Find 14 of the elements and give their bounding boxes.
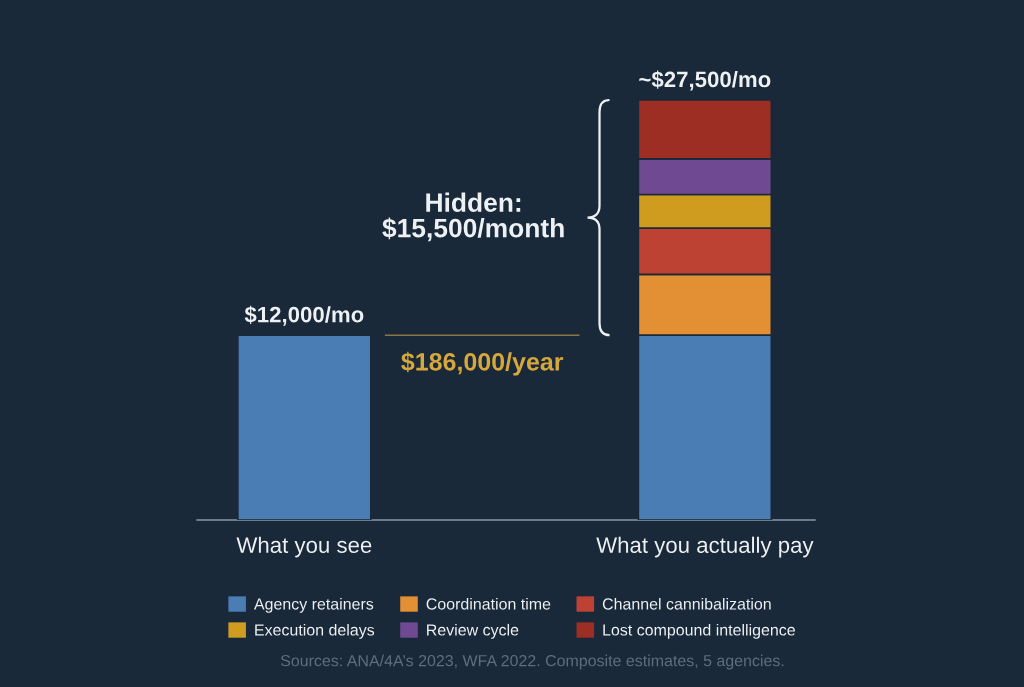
legend-label: Coordination time bbox=[426, 597, 551, 610]
legend-label: Channel cannibalization bbox=[602, 597, 771, 610]
annotation: ~$27,500/mo bbox=[639, 70, 771, 91]
x-tick-label: What you actually pay bbox=[596, 536, 814, 558]
legend-label: Execution delays bbox=[255, 623, 375, 639]
annotation: $12,000/mo bbox=[244, 305, 364, 326]
legend-label: Agency retainers bbox=[253, 597, 374, 613]
ref-line-label: $186,000/year bbox=[401, 351, 564, 376]
annotation: Hidden: $15,500/month bbox=[382, 192, 564, 242]
legend-label: Review cycle bbox=[427, 623, 519, 639]
bar bbox=[237, 334, 372, 520]
source-note: Sources: ANA/4A’s 2023, WFA 2022. Composite estimates, 5 agencies. bbox=[280, 654, 784, 670]
x-tick-label: What you see bbox=[236, 536, 372, 558]
legend-label: Lost compound intelligence bbox=[603, 623, 795, 639]
